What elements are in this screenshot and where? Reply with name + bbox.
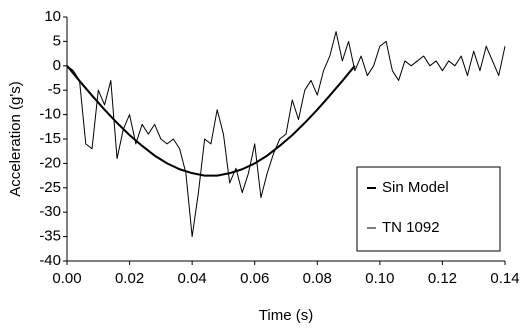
- x-tick-label: 0.04: [178, 270, 207, 287]
- series-line: [66, 65, 356, 177]
- series-line: [66, 31, 506, 238]
- legend-label: Sin Model: [382, 179, 449, 196]
- x-tick-label: 0.08: [303, 270, 332, 287]
- y-tick-label: -40: [39, 252, 61, 269]
- x-tick-label: 0.14: [490, 270, 519, 287]
- y-tick-label: -20: [39, 154, 61, 171]
- x-axis-label: Time (s): [259, 307, 313, 324]
- y-tick-label: 10: [44, 8, 61, 25]
- y-tick-label: -25: [39, 179, 61, 196]
- y-tick-label: -5: [48, 81, 61, 98]
- y-tick-label: -15: [39, 130, 61, 147]
- legend-box: [356, 166, 501, 252]
- x-tick-label: 0.12: [428, 270, 457, 287]
- x-tick-label: 0.00: [52, 270, 81, 287]
- y-tick-label: -10: [39, 106, 61, 123]
- y-axis-label: Acceleration (g's): [7, 81, 24, 196]
- y-tick-label: 5: [53, 32, 61, 49]
- y-tick-label: -35: [39, 228, 61, 245]
- y-tick-label: -30: [39, 203, 61, 220]
- x-tick-label: 0.06: [240, 270, 269, 287]
- x-tick-label: 0.02: [115, 270, 144, 287]
- legend-label: TN 1092: [382, 219, 440, 236]
- x-tick-label: 0.10: [365, 270, 394, 287]
- y-tick-label: 0: [53, 57, 61, 74]
